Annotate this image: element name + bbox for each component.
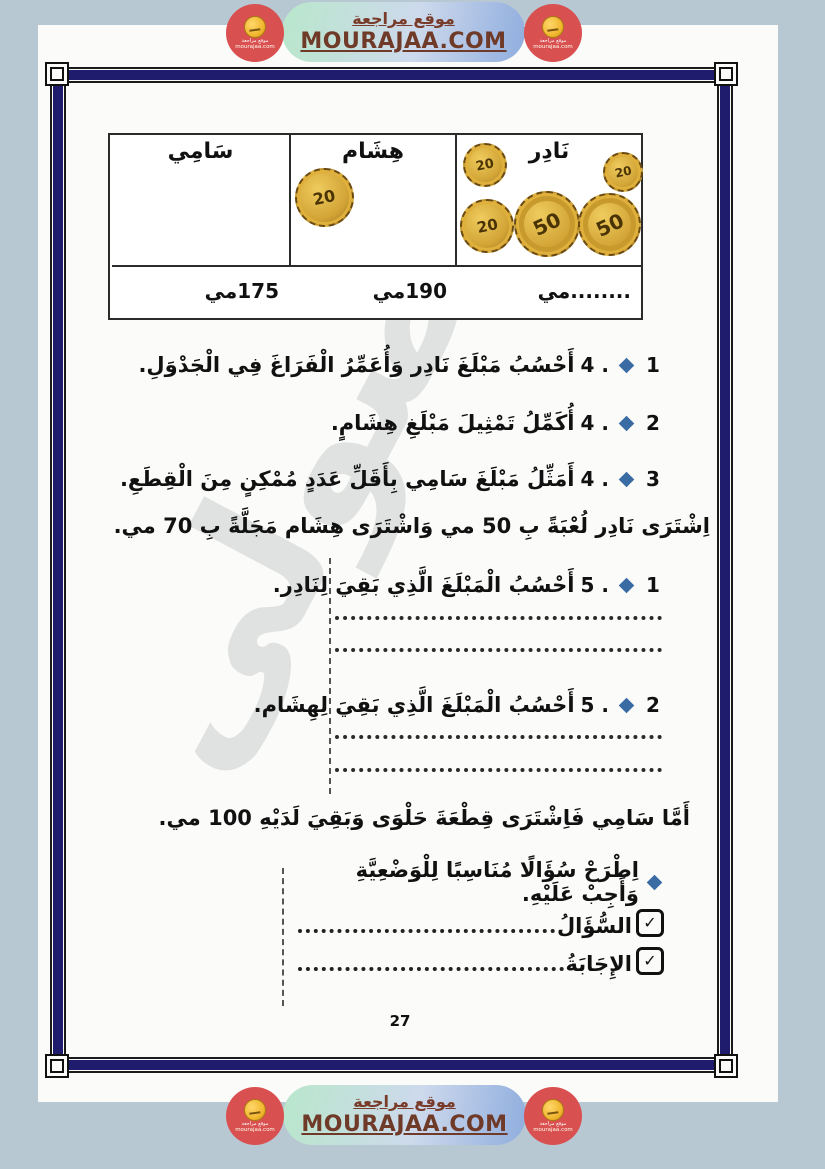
- exercise5-item-2: أَحْسُبُ الْمَبْلَغَ الَّذِي بَقِيَ لِهِ…: [95, 688, 660, 722]
- question-answer-line: [298, 929, 555, 933]
- item-prefix: 4 .: [580, 411, 609, 435]
- site-badge-top-right: موقع مراجعة mourajaa.com: [524, 4, 582, 62]
- header-banner: موقع مراجعة MOURAJAA.COM: [282, 2, 525, 62]
- badge-text-domain: mourajaa.com: [235, 1126, 275, 1133]
- item-number: 3: [646, 467, 660, 491]
- column-header-nader: نَادِر: [528, 139, 570, 164]
- exercise4-item-1: أَحْسُبُ مَبْلَغَ نَادِر وَأُعَمِّرُ الْ…: [95, 348, 660, 382]
- footer-banner: موقع مراجعة MOURAJAA.COM: [283, 1085, 526, 1145]
- page-number: 27: [389, 1012, 411, 1030]
- badge-text-arabic: موقع مراجعة: [241, 37, 269, 44]
- item-prefix: 5 .: [580, 693, 609, 717]
- coin-20: 20: [603, 152, 643, 192]
- item-text: أَمَثِّلُ مَبْلَغَ سَامِي بِأَقَلِّ عَدَ…: [119, 467, 575, 491]
- sami-situation-line: أَمَّا سَامِي فَاِشْتَرَى قِطْعَةَ حَلْو…: [158, 806, 690, 830]
- site-badge-bottom-right: موقع مراجعة mourajaa.com: [524, 1087, 582, 1145]
- badge-text-domain: mourajaa.com: [533, 43, 573, 50]
- corner-ornament: [714, 1054, 738, 1078]
- site-domain: MOURAJAA.COM: [300, 28, 507, 54]
- amount-hisham: 190مي: [372, 279, 447, 303]
- item-prefix: 4 .: [580, 353, 609, 377]
- item-prefix: 4 .: [580, 467, 609, 491]
- exercise5-item-1: أَحْسُبُ الْمَبْلَغَ الَّذِي بَقِيَ لِنَ…: [95, 568, 660, 602]
- page-border-frame: [45, 62, 738, 1078]
- column-header-sami: سَامِي: [167, 139, 234, 164]
- badge-text-arabic: موقع مراجعة: [539, 37, 567, 44]
- coin-20: 20: [463, 143, 507, 187]
- amount-nader: ........مي: [537, 279, 631, 303]
- exercise4-item-3: أَمَثِّلُ مَبْلَغَ سَامِي بِأَقَلِّ عَدَ…: [95, 462, 660, 496]
- check-icon: ✓: [643, 951, 657, 970]
- dashed-divider: [329, 558, 331, 794]
- item-prefix: 5 .: [580, 573, 609, 597]
- answer-line: [335, 648, 662, 652]
- answer-line: [335, 616, 662, 620]
- item-number: 2: [646, 411, 660, 435]
- coin-50: 50: [578, 193, 641, 256]
- item-text: أُكَمِّلُ تَمْثِيلَ مَبْلَغِ هِشَامٍ.: [330, 411, 575, 435]
- site-title-arabic: موقع مراجعة: [352, 8, 455, 28]
- coin-icon: [542, 15, 564, 38]
- money-table: نَادِر 20 20 20 50 50 هِشَام 20 سَامِي .…: [108, 133, 643, 320]
- site-badge-top-left: موقع مراجعة mourajaa.com: [226, 4, 284, 62]
- coin-icon: [244, 15, 266, 38]
- item-number: 1: [646, 573, 660, 597]
- diamond-bullet-icon: [618, 471, 635, 487]
- badge-text-arabic: موقع مراجعة: [241, 1120, 269, 1127]
- task-line: اِطْرَحْ سُؤَالًا مُنَاسِبًا لِلْوَضْعِي…: [295, 858, 663, 906]
- corner-ornament: [45, 62, 69, 86]
- item-number: 1: [646, 353, 660, 377]
- task-text: اِطْرَحْ سُؤَالًا مُنَاسِبًا لِلْوَضْعِي…: [355, 858, 639, 906]
- diamond-bullet-icon: [618, 577, 635, 593]
- diamond-bullet-icon: [618, 697, 635, 713]
- answer-answer-line: [298, 967, 564, 971]
- coin-20: 20: [295, 168, 354, 227]
- table-cell-sami: سَامِي: [112, 135, 289, 267]
- coin-20: 20: [460, 199, 514, 253]
- table-cell-hisham: هِشَام 20: [289, 135, 457, 267]
- badge-text-domain: mourajaa.com: [533, 1126, 573, 1133]
- table-cell-nader: نَادِر 20 20 20 50 50: [457, 135, 643, 267]
- item-text: أَحْسُبُ الْمَبْلَغَ الَّذِي بَقِيَ لِهِ…: [253, 693, 575, 717]
- answer-line: [335, 735, 662, 739]
- corner-ornament: [714, 62, 738, 86]
- coin-icon: [542, 1098, 564, 1121]
- check-icon: ✓: [643, 913, 657, 932]
- answer-checkbox: ✓: [636, 947, 664, 975]
- column-header-hisham: هِشَام: [341, 139, 405, 164]
- badge-text-domain: mourajaa.com: [235, 43, 275, 50]
- diamond-bullet-icon: [646, 874, 663, 890]
- site-badge-bottom-left: موقع مراجعة mourajaa.com: [226, 1087, 284, 1145]
- coin-icon: [244, 1098, 266, 1121]
- diamond-bullet-icon: [618, 357, 635, 373]
- corner-ornament: [45, 1054, 69, 1078]
- diamond-bullet-icon: [618, 415, 635, 431]
- exercise4-item-2: أُكَمِّلُ تَمْثِيلَ مَبْلَغِ هِشَامٍ. 4 …: [95, 406, 660, 440]
- site-title-arabic: موقع مراجعة: [353, 1091, 456, 1111]
- question-label: السُّؤَالُ: [556, 914, 632, 938]
- question-checkbox: ✓: [636, 909, 664, 937]
- amount-sami: 175مي: [204, 279, 279, 303]
- item-text: أَحْسُبُ مَبْلَغَ نَادِر وَأُعَمِّرُ الْ…: [138, 353, 575, 377]
- dashed-divider: [282, 868, 284, 1006]
- question-row: ✓ السُّؤَالُ: [298, 908, 664, 938]
- answer-line: [335, 768, 662, 772]
- badge-text-arabic: موقع مراجعة: [539, 1120, 567, 1127]
- site-domain: MOURAJAA.COM: [301, 1111, 508, 1137]
- coin-50: 50: [514, 191, 580, 257]
- exercise5-intro: اِشْتَرَى نَادِر لُعْبَةً بِ 50 مي وَاشْ…: [113, 514, 710, 538]
- item-number: 2: [646, 693, 660, 717]
- item-text: أَحْسُبُ الْمَبْلَغَ الَّذِي بَقِيَ لِنَ…: [272, 573, 575, 597]
- answer-label: الإِجَابَةُ: [565, 952, 632, 976]
- answer-row: ✓ الإِجَابَةُ: [298, 946, 664, 976]
